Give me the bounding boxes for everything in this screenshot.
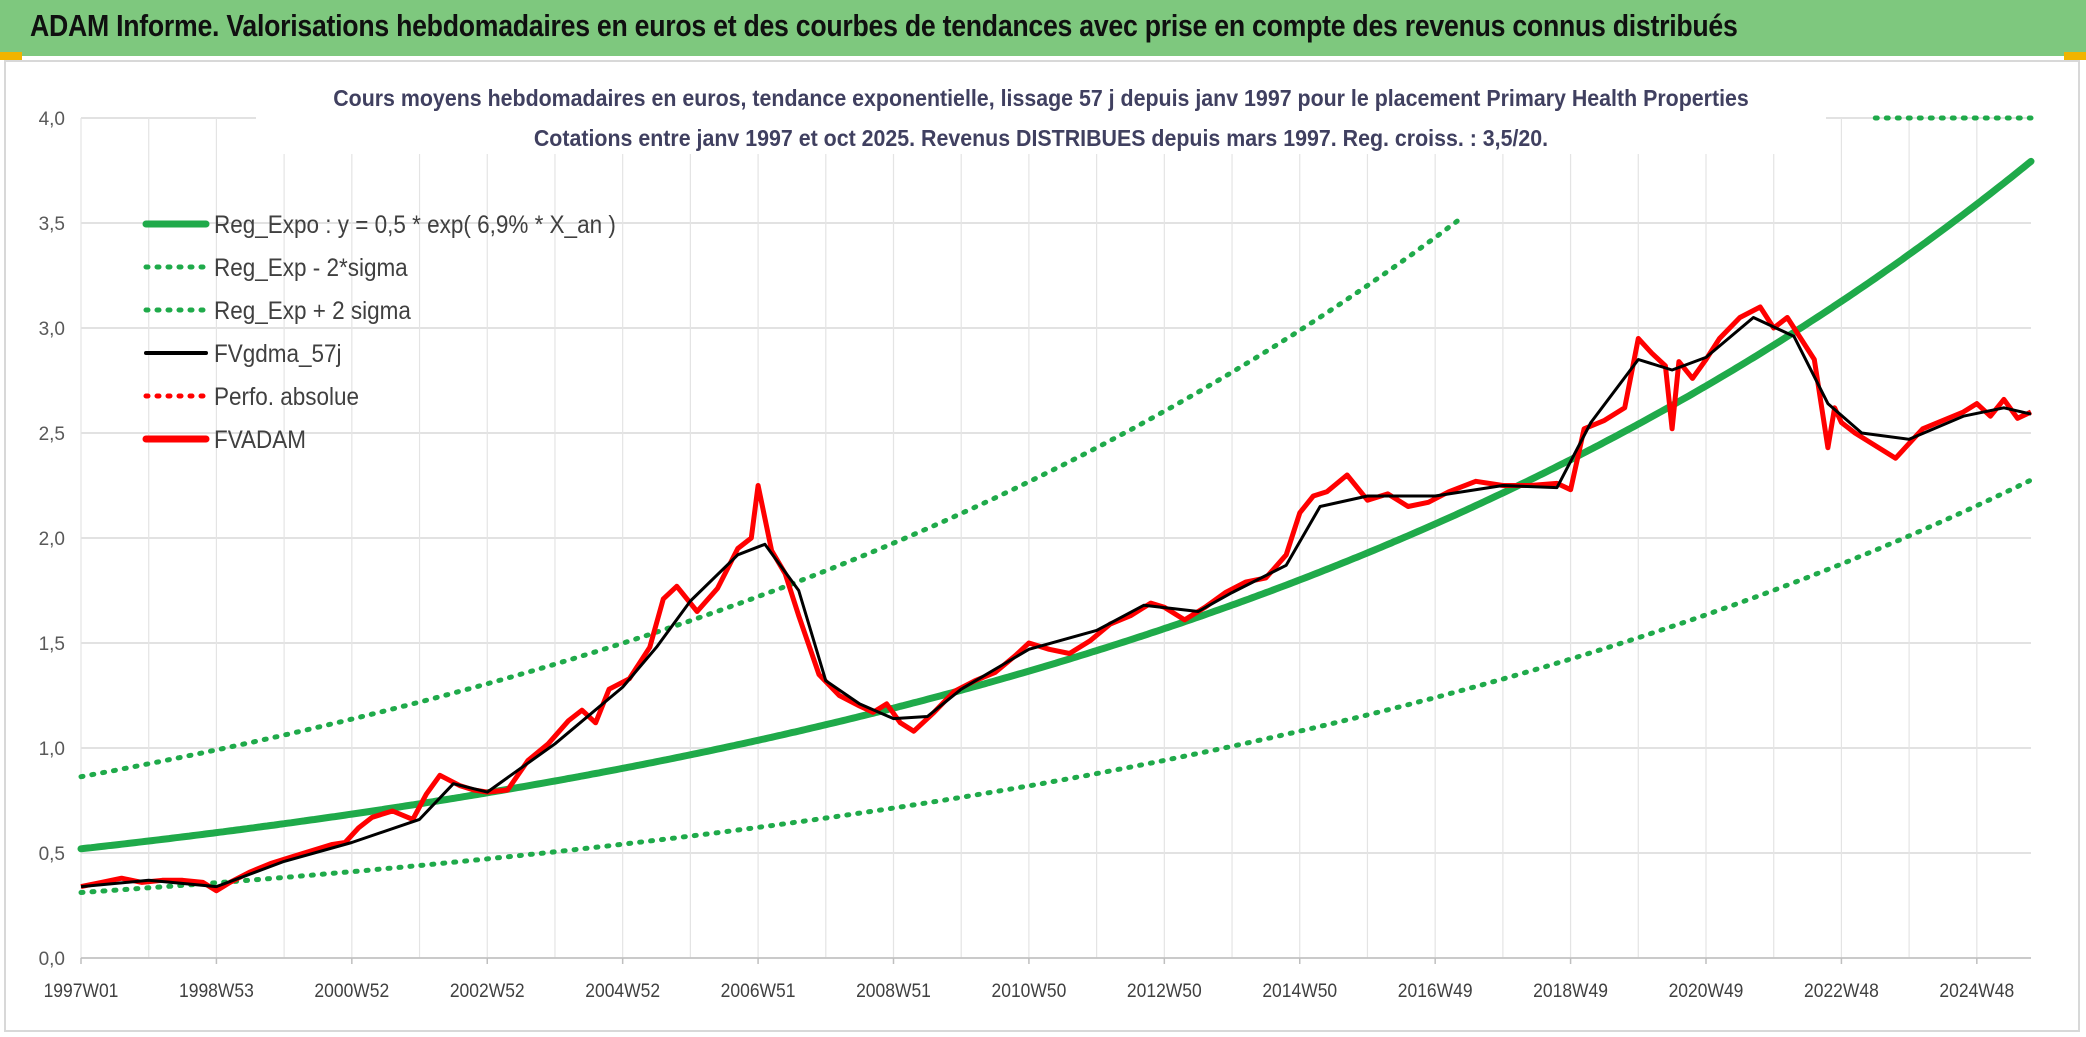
legend-label: Reg_Exp + 2 sigma [214,297,412,325]
x-tick-label: 1997W01 [44,979,119,1001]
lower-band-line [78,477,2034,895]
y-tick-label: 0,0 [39,949,65,970]
banner-corner-right [2064,52,2086,60]
x-tick-label: 2008W51 [856,979,931,1001]
x-tick-label: 2014W50 [1262,979,1337,1001]
y-tick-label: 2,0 [39,529,65,550]
legend-label: Reg_Expo : y = 0,5 * exp( 6,9% * X_an ) [214,211,616,239]
report-title: ADAM Informe. Valorisations hebdomadaire… [30,8,1738,43]
x-tick-label: 2020W49 [1669,979,1744,1001]
chart-series [77,115,2035,895]
title-background [256,64,1826,154]
y-tick-label: 3,0 [39,319,65,340]
chart-axes: 0,0 0,5 1,0 1,5 2,0 2,5 3,0 3,5 4,0 1997W01 1998W5… [39,109,2031,1001]
x-tick-label: 2018W49 [1533,979,1608,1001]
x-tick-label: 2012W50 [1127,979,1202,1001]
x-tick-label: 2016W49 [1398,979,1473,1001]
legend-label: Perfo. absolue [214,383,359,411]
x-tick-label: 2006W51 [721,979,796,1001]
chart-grid [80,117,2031,959]
chart-legend: Reg_Expo : y = 0,5 * exp( 6,9% * X_an ) R… [142,211,616,454]
x-tick-label: 2000W52 [314,979,389,1001]
chart-frame: 0,0 0,5 1,0 1,5 2,0 2,5 3,0 3,5 4,0 1997W01 1998W5… [4,60,2080,1032]
line-chart: 0,0 0,5 1,0 1,5 2,0 2,5 3,0 3,5 4,0 1997W01 1998W5… [39,64,2035,1001]
legend-label: FVgdma_57j [214,340,341,368]
fvadam-line [80,304,2033,894]
chart-subtitle: Cotations entre janv 1997 et oct 2025. R… [534,125,1548,151]
title-banner: ADAM Informe. Valorisations hebdomadaire… [0,0,2086,60]
x-tick-label: 2004W52 [585,979,660,1001]
chart-title: Cours moyens hebdomadaires en euros, ten… [333,85,1749,111]
banner-corner-left [0,52,22,60]
legend-label: Reg_Exp - 2*sigma [214,254,408,282]
x-tick-label: 2010W50 [992,979,1067,1001]
y-tick-label: 0,5 [39,844,65,865]
y-tick-label: 4,0 [39,109,65,130]
chart-titles: Cours moyens hebdomadaires en euros, ten… [256,64,1826,154]
y-tick-label: 1,5 [39,634,65,655]
x-tick-label: 2002W52 [450,979,525,1001]
reg-expo-line [77,157,2035,853]
x-tick-label: 1998W53 [179,979,254,1001]
y-tick-label: 1,0 [39,739,65,760]
y-tick-label: 3,5 [39,214,65,235]
upper-band-line [78,217,1462,780]
fvgdma-line [80,316,2032,889]
y-tick-label: 2,5 [39,424,65,445]
x-tick-label: 2024W48 [1939,979,2014,1001]
x-tick-label: 2022W48 [1804,979,1879,1001]
legend-label: FVADAM [214,426,306,454]
